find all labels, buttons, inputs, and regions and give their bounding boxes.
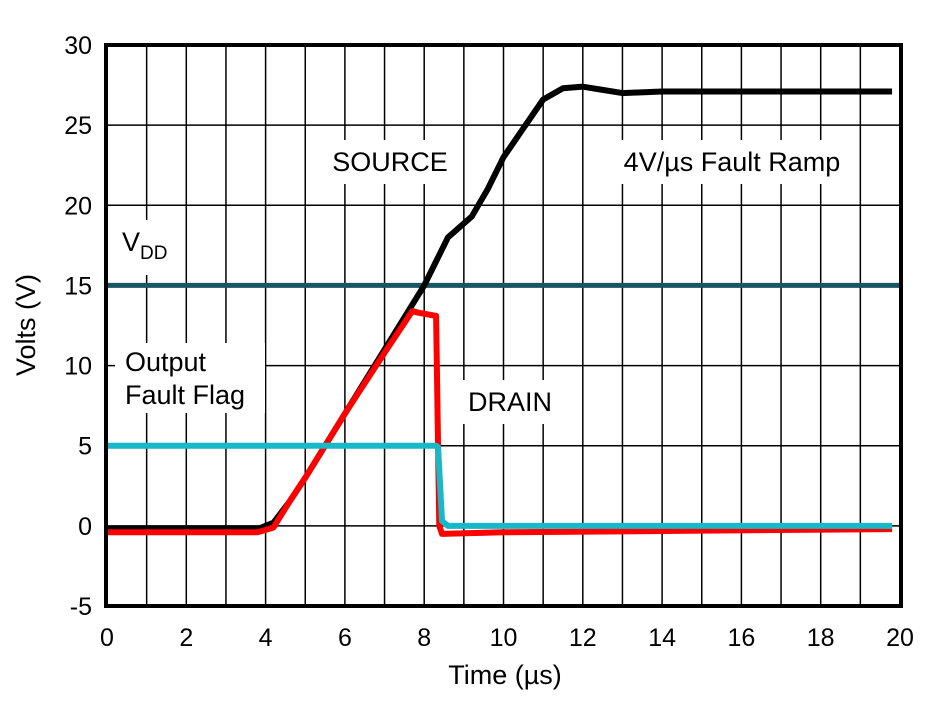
x-tick-label: 10 bbox=[490, 624, 518, 652]
series-output-fault-flag bbox=[107, 442, 893, 529]
x-tick-label: 6 bbox=[338, 624, 352, 652]
source-label: SOURCE bbox=[332, 147, 448, 177]
x-tick-label: 16 bbox=[727, 624, 755, 652]
flag-label-1: Output bbox=[125, 347, 207, 377]
flag-label-2: Fault Flag bbox=[125, 380, 245, 410]
vdd-label: VDD bbox=[122, 227, 167, 264]
x-axis-label: Time (µs) bbox=[448, 660, 562, 690]
drain-label: DRAIN bbox=[468, 387, 552, 417]
x-tick-label: 12 bbox=[569, 624, 597, 652]
x-tick-label: 0 bbox=[100, 624, 114, 652]
x-tick-label: 8 bbox=[417, 624, 431, 652]
x-tick-label: 14 bbox=[648, 624, 676, 652]
series-drain bbox=[107, 308, 893, 537]
y-tick-label: -5 bbox=[70, 593, 92, 621]
y-tick-label: 15 bbox=[64, 272, 92, 300]
plot-frame bbox=[104, 43, 903, 608]
x-tick-label: 2 bbox=[179, 624, 193, 652]
x-tick-label: 20 bbox=[886, 624, 914, 652]
y-tick-label: 0 bbox=[78, 513, 92, 541]
y-tick-label: 5 bbox=[78, 433, 92, 461]
y-axis-label: Volts (V) bbox=[11, 274, 41, 376]
y-tick-label: 25 bbox=[64, 112, 92, 140]
y-tick-label: 10 bbox=[64, 353, 92, 381]
x-tick-label: 4 bbox=[259, 624, 273, 652]
x-tick-label: 18 bbox=[807, 624, 835, 652]
y-tick-label: 30 bbox=[64, 32, 92, 60]
y-tick-label: 20 bbox=[64, 192, 92, 220]
ramp-label: 4V/µs Fault Ramp bbox=[624, 147, 841, 177]
